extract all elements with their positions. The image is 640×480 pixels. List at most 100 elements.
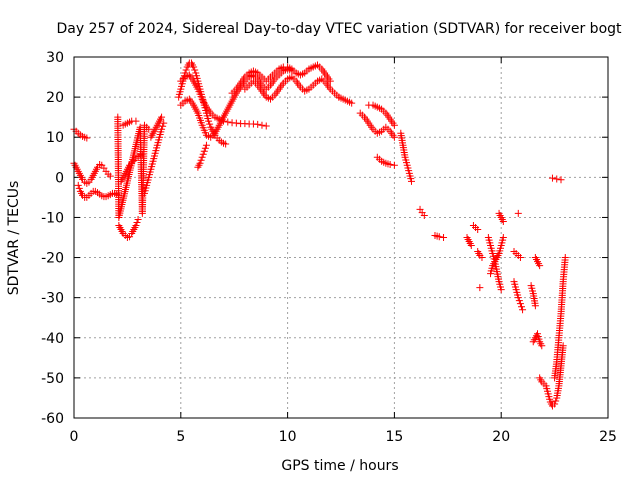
data-point [519, 306, 527, 314]
data-point [258, 121, 266, 129]
data-point [134, 215, 142, 223]
data-point [552, 397, 560, 405]
series-t32 [527, 282, 539, 310]
series-t25 [476, 284, 484, 292]
data-point [201, 144, 209, 152]
series-t1 [70, 125, 91, 142]
y-tick-label: 0 [55, 170, 64, 186]
x-tick-label: 20 [492, 429, 510, 445]
series-t20 [416, 205, 428, 219]
series-t35 [536, 342, 567, 410]
grid-lines [74, 57, 608, 418]
data-point [106, 172, 114, 180]
data-point [420, 211, 428, 219]
data-point [133, 218, 141, 226]
series-t31 [514, 209, 522, 217]
data-point [497, 286, 505, 294]
data-point [222, 140, 230, 148]
y-tick-label: -40 [41, 331, 64, 347]
y-tick-label: 20 [46, 90, 64, 106]
data-point [514, 209, 522, 217]
series-t12 [194, 141, 210, 171]
series-t10 [177, 71, 270, 130]
data-point [262, 122, 270, 130]
data-point [224, 118, 232, 126]
data-point [74, 181, 82, 189]
data-point [531, 302, 539, 310]
data-point [83, 134, 91, 142]
data-point [202, 141, 210, 149]
data-point [254, 120, 262, 128]
data-point [467, 242, 475, 250]
x-axis-label: GPS time / hours [281, 458, 398, 474]
plot-frame [73, 56, 609, 419]
y-tick-label: -20 [41, 251, 64, 267]
series-t38 [114, 113, 153, 221]
data-point [199, 150, 207, 158]
y-tick-label: 30 [46, 50, 64, 66]
series-t17 [365, 101, 398, 129]
data-point [159, 122, 167, 130]
data-point [390, 161, 398, 169]
data-point [206, 120, 214, 128]
data-point [132, 117, 140, 125]
series-t22 [463, 234, 475, 250]
series-t24 [474, 248, 486, 262]
series-t37 [548, 174, 565, 184]
data-point [476, 284, 484, 292]
x-tick-label: 5 [176, 429, 185, 445]
data-point [390, 121, 398, 129]
y-tick-label: -50 [41, 371, 64, 387]
y-tick-label: -30 [41, 291, 64, 307]
data-point [190, 63, 198, 71]
series-t15 [335, 93, 356, 107]
y-tick-label: -10 [41, 210, 64, 226]
data-point [435, 233, 443, 241]
axis-ticks: 0 5 10 15 20 25 -60 -50 -40 -30 -20 -10 0 10 20 30 [41, 50, 617, 445]
series-t11 [177, 65, 296, 141]
series-t36 [551, 254, 569, 382]
y-axis-label: SDTVAR / TECUs [6, 181, 22, 296]
series-t7 [140, 119, 168, 197]
data-point [326, 77, 334, 85]
data-point [536, 262, 544, 270]
data-point [390, 133, 398, 141]
data-point [158, 125, 166, 133]
data-point [197, 156, 205, 164]
series-t28 [495, 209, 507, 225]
data-point [516, 300, 524, 308]
series-t19 [397, 129, 415, 185]
series-t6 [119, 117, 140, 129]
x-tick-label: 0 [70, 429, 79, 445]
series-t21 [431, 231, 448, 241]
data-point [499, 217, 507, 225]
data-point [553, 175, 561, 183]
data-point [205, 117, 213, 125]
data-point [196, 159, 204, 167]
x-tick-label: 10 [279, 429, 297, 445]
data-point [440, 234, 448, 241]
x-tick-label: 25 [599, 429, 617, 445]
data-point [132, 221, 140, 229]
series-t18 [373, 153, 398, 169]
data-point [538, 342, 546, 350]
data-point [561, 254, 569, 262]
y-tick-label: 10 [46, 130, 64, 146]
series-t34 [529, 330, 546, 350]
data-point [517, 303, 525, 311]
data-point [478, 254, 486, 262]
data-point [200, 147, 208, 155]
data-point [158, 113, 166, 121]
series-t8 [147, 113, 166, 141]
series-t27 [487, 234, 507, 278]
data-point [559, 342, 567, 350]
y-tick-label: -60 [41, 411, 64, 427]
data-point [557, 176, 565, 184]
data-point [198, 153, 206, 161]
data-point [407, 177, 415, 185]
series-t30 [510, 278, 527, 314]
data-point [348, 99, 356, 107]
series-t23 [469, 221, 482, 233]
series-t3 [74, 181, 123, 201]
